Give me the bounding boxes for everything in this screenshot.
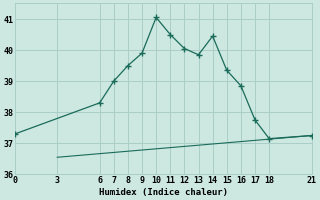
X-axis label: Humidex (Indice chaleur): Humidex (Indice chaleur) [99, 188, 228, 197]
